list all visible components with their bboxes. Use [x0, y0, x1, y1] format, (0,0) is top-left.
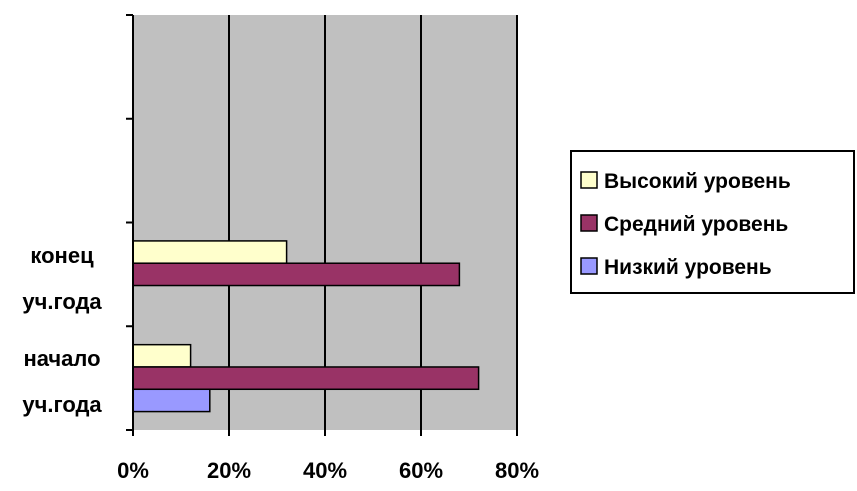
legend-label-low: Низкий уровень — [604, 256, 772, 279]
x-tick-label-0: 0% — [117, 458, 149, 483]
bar-1-1 — [132, 262, 461, 287]
x-tick-label-2: 40% — [303, 458, 347, 483]
legend-frame — [570, 150, 855, 294]
bar-0-2 — [132, 388, 211, 413]
category-label-0-line-2: уч.года — [22, 392, 102, 417]
legend-swatch-medium — [580, 214, 598, 232]
x-axis-ticks — [132, 430, 518, 436]
legend-label-high: Высокий уровень — [604, 170, 791, 193]
legend-label-medium: Средний уровень — [604, 213, 788, 236]
legend-swatch-low — [580, 257, 598, 275]
x-tick-label-4: 80% — [495, 458, 539, 483]
category-label-0: начало уч.года — [22, 346, 102, 417]
category-label-1: конец уч.года — [22, 243, 102, 314]
y-axis-ticks — [126, 14, 133, 431]
x-tick-label-1: 20% — [207, 458, 251, 483]
bar-0-1 — [132, 366, 480, 391]
x-tick-labels: 0% 20% 40% 60% 80% — [117, 458, 539, 483]
bar-1-0 — [132, 240, 288, 264]
x-tick-label-3: 60% — [399, 458, 443, 483]
category-label-0-line-1: начало — [23, 346, 100, 371]
bar-0-0 — [132, 343, 192, 368]
legend: Высокий уровень Средний уровень Низкий у… — [570, 150, 855, 294]
bars — [132, 240, 480, 413]
gridlines — [228, 15, 518, 430]
category-label-1-line-1: конец — [30, 243, 94, 268]
legend-swatch-high — [580, 171, 598, 189]
category-label-1-line-2: уч.года — [22, 289, 102, 314]
